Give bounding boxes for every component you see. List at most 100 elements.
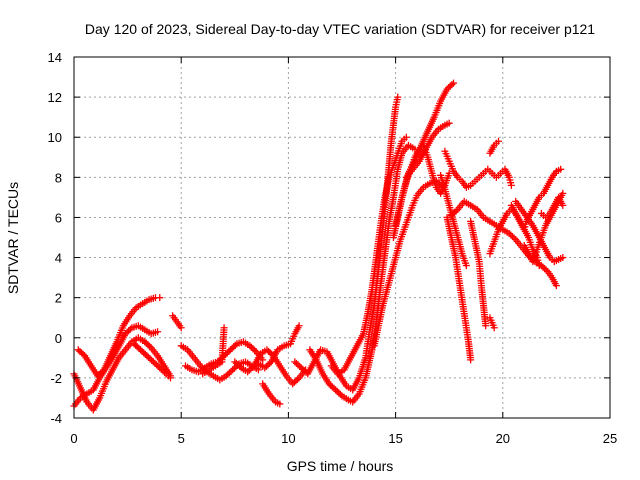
data-point xyxy=(292,377,300,385)
data-point xyxy=(328,383,336,391)
data-point xyxy=(143,352,151,360)
data-point xyxy=(136,346,144,354)
data-point xyxy=(542,266,550,274)
data-point xyxy=(251,346,259,354)
data-point xyxy=(141,338,149,346)
data-point xyxy=(229,366,237,374)
data-point xyxy=(166,374,174,382)
data-point xyxy=(132,341,140,349)
data-point xyxy=(146,342,154,350)
y-tick-label: 10 xyxy=(48,130,62,145)
data-point xyxy=(541,265,549,273)
data-point xyxy=(220,324,228,332)
data-point xyxy=(236,362,244,370)
data-point xyxy=(125,327,133,335)
data-point xyxy=(443,85,451,93)
data-point xyxy=(490,324,498,332)
data-point xyxy=(559,189,567,197)
data-point xyxy=(135,344,143,352)
x-tick-label: 25 xyxy=(603,431,617,446)
data-point xyxy=(246,342,254,350)
data-point xyxy=(448,81,456,89)
data-point xyxy=(159,367,167,375)
data-point xyxy=(335,389,343,397)
x-axis-label: GPS time / hours xyxy=(287,458,394,474)
data-point xyxy=(146,355,154,363)
data-point xyxy=(451,208,459,216)
data-point xyxy=(299,365,307,373)
data-point xyxy=(289,380,297,388)
data-point xyxy=(292,359,300,367)
data-point xyxy=(297,364,305,372)
y-tick-label: 6 xyxy=(55,210,62,225)
y-tick-label: 2 xyxy=(55,291,62,306)
data-point xyxy=(495,137,503,145)
data-point xyxy=(76,347,84,355)
data-point xyxy=(231,341,239,349)
data-point xyxy=(557,165,565,173)
data-point xyxy=(452,207,460,215)
axis-ticks: 0 5 10 15 20 25 -4 -2 0 2 4 6 8 10 12 14 xyxy=(48,50,618,446)
data-point xyxy=(248,363,256,371)
data-point xyxy=(505,229,513,237)
data-point xyxy=(300,367,308,375)
data-point xyxy=(332,386,340,394)
data-point xyxy=(333,387,341,395)
data-point xyxy=(552,282,560,290)
data-point xyxy=(97,369,105,377)
y-tick-label: -2 xyxy=(50,371,62,386)
data-point xyxy=(74,346,82,354)
data-point xyxy=(224,370,232,378)
data-point xyxy=(245,366,253,374)
data-point xyxy=(467,356,475,364)
data-point xyxy=(559,201,567,209)
data-point xyxy=(133,343,141,351)
data-point xyxy=(156,294,164,302)
data-point xyxy=(95,370,103,378)
data-point xyxy=(254,366,262,374)
data-point xyxy=(291,358,299,366)
y-axis-label: SDTVAR / TECUs xyxy=(5,182,21,294)
data-point xyxy=(123,328,131,336)
data-point xyxy=(231,358,239,366)
chart-title: Day 120 of 2023, Sidereal Day-to-day VTE… xyxy=(85,21,595,37)
data-point xyxy=(249,345,257,353)
x-tick-label: 5 xyxy=(178,431,185,446)
data-point xyxy=(141,350,149,358)
data-point xyxy=(79,350,87,358)
data-point xyxy=(402,133,410,141)
y-tick-label: 14 xyxy=(48,50,62,65)
data-point xyxy=(121,330,129,338)
data-point xyxy=(262,362,270,370)
data-point xyxy=(217,355,225,363)
data-point xyxy=(78,349,86,357)
data-point xyxy=(462,262,470,270)
data-point xyxy=(276,400,284,408)
data-point xyxy=(222,372,230,380)
data-point xyxy=(449,79,457,87)
data-point xyxy=(264,361,272,369)
data-point xyxy=(261,364,269,372)
data-point xyxy=(227,346,235,354)
data-point xyxy=(449,210,457,218)
data-point xyxy=(153,361,161,369)
data-point xyxy=(247,343,255,351)
data-point xyxy=(266,359,274,367)
data-point xyxy=(325,380,333,388)
x-tick-label: 10 xyxy=(281,431,295,446)
data-points xyxy=(70,79,567,414)
data-point xyxy=(445,84,453,92)
data-point xyxy=(482,322,490,330)
data-point xyxy=(507,181,515,189)
data-point xyxy=(535,262,543,270)
data-point xyxy=(225,369,233,377)
data-point xyxy=(539,263,547,271)
data-point xyxy=(296,362,304,370)
data-point xyxy=(230,364,238,372)
y-tick-label: 12 xyxy=(48,90,62,105)
data-point xyxy=(94,372,102,380)
x-tick-label: 20 xyxy=(496,431,510,446)
y-tick-label: 4 xyxy=(55,251,62,266)
data-point xyxy=(327,381,335,389)
